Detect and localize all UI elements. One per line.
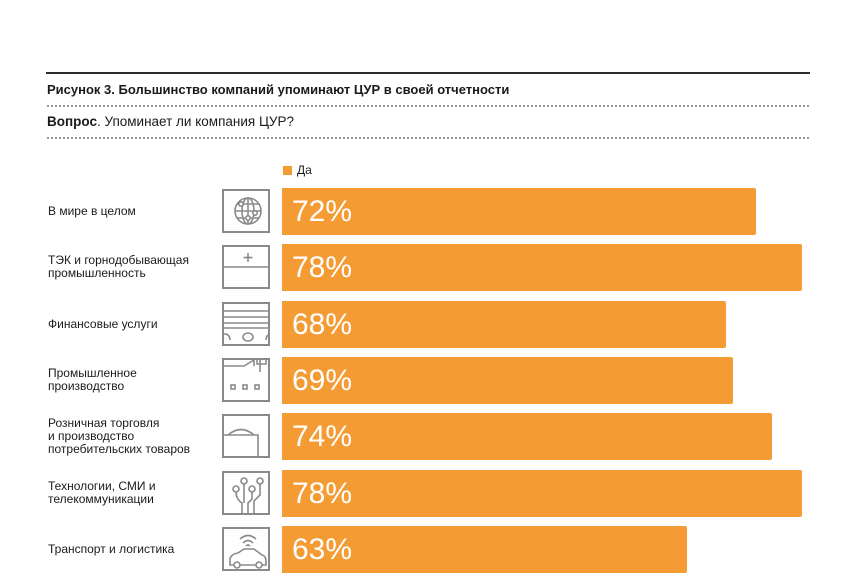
bar [282, 413, 772, 460]
globe-icon [222, 189, 270, 233]
bar-value-label: 68% [292, 308, 353, 341]
factory-icon [222, 358, 270, 402]
category-label-line: Розничная торговля [48, 415, 160, 430]
bar-value-label: 74% [292, 420, 353, 453]
circuit-icon [222, 471, 270, 515]
bar [282, 244, 803, 291]
bar [282, 301, 726, 348]
connected-car-icon [222, 527, 270, 571]
question-label: Вопрос [47, 114, 97, 129]
category-label: ТЭК и горнодобывающая промышленность [48, 254, 218, 280]
category-label-line: ТЭК и горнодобывающая [48, 253, 189, 267]
category-label-line: Промышленное [48, 366, 137, 380]
category-label-line: Технологии, СМИ и [48, 479, 156, 493]
category-label-line: промышленность [48, 266, 146, 280]
bar [282, 526, 688, 573]
legend-label: Да [297, 163, 312, 177]
bar-value-label: 78% [292, 477, 353, 510]
bar-value-label: 72% [292, 195, 353, 228]
dotted-divider [47, 105, 809, 107]
question: Вопрос. Упоминает ли компания ЦУР? [47, 114, 294, 129]
question-text: . Упоминает ли компания ЦУР? [96, 114, 295, 129]
category-label: Промышленное производство [48, 367, 218, 393]
shopping-bag-icon [222, 414, 270, 458]
bar [282, 357, 734, 404]
top-rule [46, 72, 810, 74]
bar-value-label: 78% [292, 251, 353, 284]
briefcase-icon [222, 245, 270, 289]
category-label: Транспорт и логистика [48, 541, 218, 556]
category-label: В мире в целом [48, 203, 218, 218]
category-label-line: Транспорт и логистика [48, 541, 175, 556]
figure-title: Рисунок 3. Большинство компаний упоминаю… [47, 82, 510, 97]
bar-value-label: 63% [292, 533, 353, 566]
category-label-line: В мире в целом [48, 203, 136, 218]
dotted-divider [47, 137, 809, 139]
bar [282, 188, 757, 235]
legend: Да [283, 163, 312, 177]
category-label-line: потребительских товаров [48, 441, 191, 456]
money-stack-icon [222, 302, 270, 346]
category-label-line: Финансовые услуги [48, 316, 158, 331]
category-label-line: телекоммуникации [48, 492, 154, 506]
bar [282, 470, 803, 517]
category-label-line: и производство [48, 428, 135, 443]
category-label: Финансовые услуги [48, 316, 218, 331]
category-label: Розничная торговля и производство потребит… [48, 415, 218, 456]
legend-swatch [283, 165, 292, 175]
bar-value-label: 69% [292, 364, 353, 397]
category-label: Технологии, СМИ и телекоммуникации [48, 480, 218, 506]
category-label-line: производство [48, 379, 125, 393]
